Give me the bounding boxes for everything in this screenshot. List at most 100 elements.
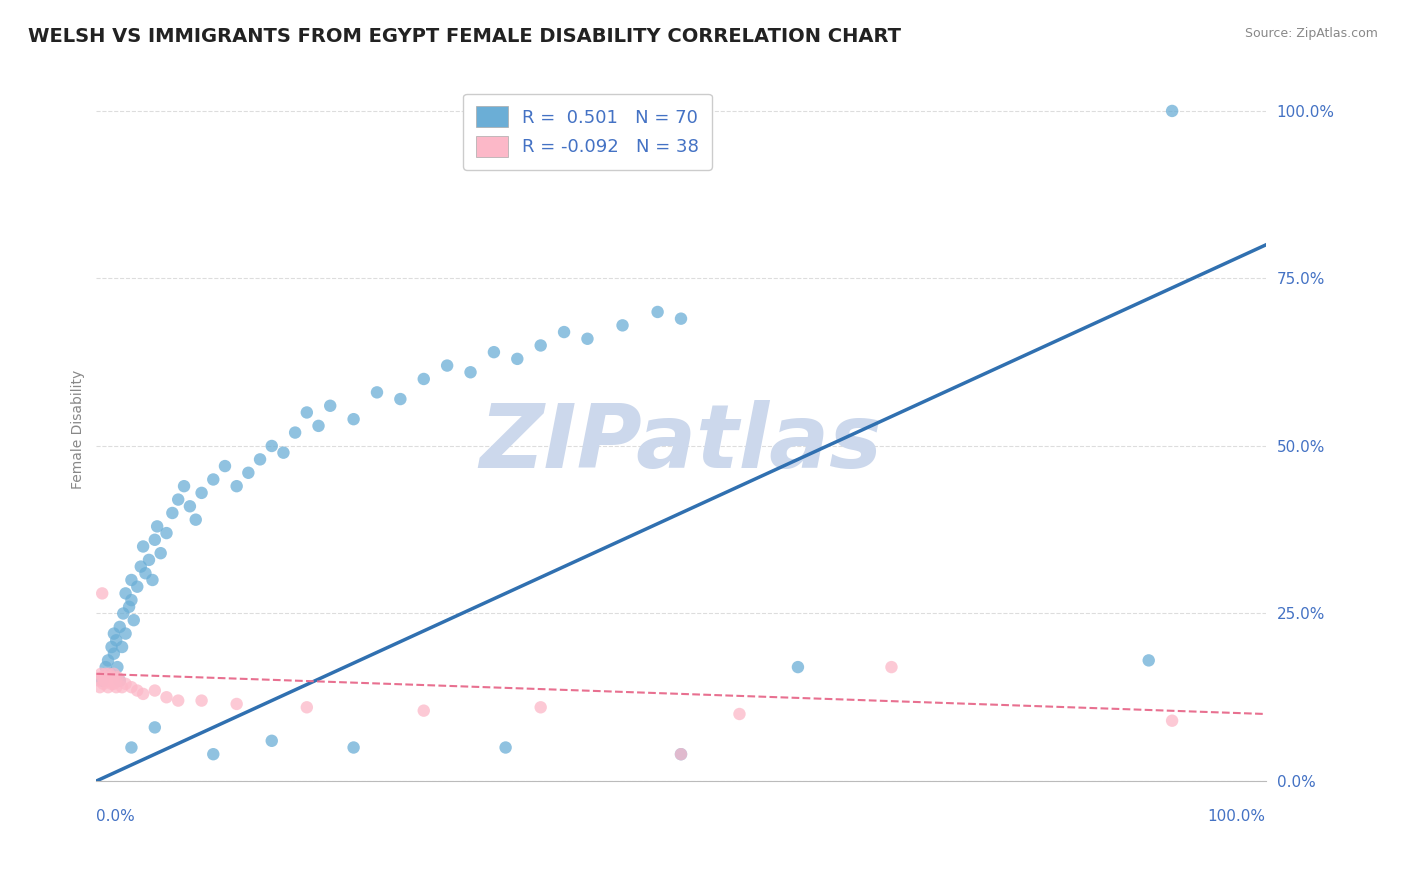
Point <box>143 720 166 734</box>
Point <box>728 706 751 721</box>
Point <box>238 466 260 480</box>
Point <box>880 660 903 674</box>
Point <box>190 693 212 707</box>
Point <box>120 573 142 587</box>
Point <box>342 412 364 426</box>
Point <box>132 687 155 701</box>
Point <box>173 479 195 493</box>
Point <box>225 697 247 711</box>
Point <box>91 586 114 600</box>
Point <box>155 526 177 541</box>
Point <box>108 673 131 688</box>
Point <box>530 700 553 714</box>
Point <box>482 345 505 359</box>
Point <box>225 479 247 493</box>
Point <box>143 683 166 698</box>
Point <box>98 666 121 681</box>
Point <box>96 673 118 688</box>
Point <box>202 747 225 762</box>
Point <box>134 566 156 581</box>
Point <box>412 372 434 386</box>
Point <box>91 670 114 684</box>
Point <box>122 613 145 627</box>
Point <box>295 405 318 419</box>
Point <box>103 666 125 681</box>
Point <box>100 666 122 681</box>
Point <box>93 677 115 691</box>
Point <box>101 670 124 684</box>
Point <box>202 473 225 487</box>
Point <box>412 704 434 718</box>
Point <box>100 673 122 688</box>
Point <box>179 500 201 514</box>
Point <box>436 359 458 373</box>
Point <box>576 332 599 346</box>
Point <box>260 439 283 453</box>
Point <box>214 459 236 474</box>
Point <box>105 633 128 648</box>
Point <box>94 660 117 674</box>
Text: 100.0%: 100.0% <box>1208 809 1265 824</box>
Point <box>162 506 184 520</box>
Point <box>97 680 120 694</box>
Point <box>90 666 112 681</box>
Text: Source: ZipAtlas.com: Source: ZipAtlas.com <box>1244 27 1378 40</box>
Point <box>1161 103 1184 118</box>
Y-axis label: Female Disability: Female Disability <box>72 369 86 489</box>
Point <box>103 647 125 661</box>
Point <box>127 683 149 698</box>
Point <box>167 492 190 507</box>
Point <box>308 418 330 433</box>
Point <box>669 311 692 326</box>
Point <box>127 580 149 594</box>
Point <box>111 680 134 694</box>
Point <box>111 640 134 654</box>
Point <box>149 546 172 560</box>
Point <box>155 690 177 705</box>
Point <box>94 666 117 681</box>
Point <box>506 351 529 366</box>
Point <box>105 680 128 694</box>
Point <box>249 452 271 467</box>
Point <box>342 740 364 755</box>
Point <box>114 586 136 600</box>
Point <box>612 318 634 333</box>
Point <box>112 607 135 621</box>
Point <box>120 740 142 755</box>
Point <box>104 673 127 688</box>
Legend: R =  0.501   N = 70, R = -0.092   N = 38: R = 0.501 N = 70, R = -0.092 N = 38 <box>463 94 711 169</box>
Point <box>1137 653 1160 667</box>
Point <box>143 533 166 547</box>
Point <box>91 673 114 688</box>
Point <box>89 680 111 694</box>
Point <box>114 677 136 691</box>
Point <box>100 640 122 654</box>
Point <box>138 553 160 567</box>
Point <box>118 599 141 614</box>
Point <box>108 620 131 634</box>
Point <box>105 660 128 674</box>
Point <box>97 670 120 684</box>
Point <box>669 747 692 762</box>
Point <box>93 673 115 688</box>
Point <box>530 338 553 352</box>
Point <box>114 626 136 640</box>
Point <box>132 540 155 554</box>
Point <box>103 677 125 691</box>
Point <box>284 425 307 440</box>
Point <box>100 677 122 691</box>
Point <box>190 486 212 500</box>
Point <box>260 733 283 747</box>
Point <box>108 673 131 688</box>
Point <box>319 399 342 413</box>
Point <box>1161 714 1184 728</box>
Point <box>389 392 412 406</box>
Point <box>647 305 669 319</box>
Text: ZIPatlas: ZIPatlas <box>479 400 883 487</box>
Point <box>184 513 207 527</box>
Point <box>103 626 125 640</box>
Point <box>366 385 388 400</box>
Text: WELSH VS IMMIGRANTS FROM EGYPT FEMALE DISABILITY CORRELATION CHART: WELSH VS IMMIGRANTS FROM EGYPT FEMALE DI… <box>28 27 901 45</box>
Point <box>495 740 517 755</box>
Point <box>87 673 110 688</box>
